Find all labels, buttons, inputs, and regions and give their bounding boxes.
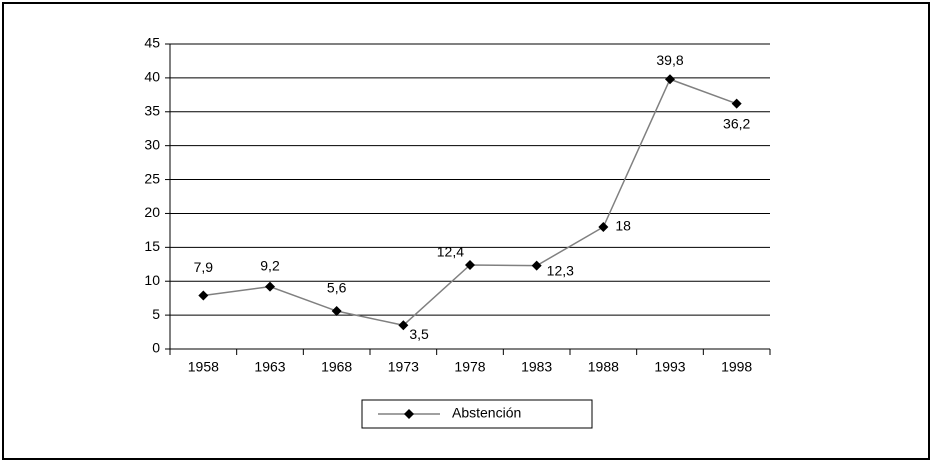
- y-tick-label: 15: [144, 238, 160, 254]
- marker: [465, 259, 475, 270]
- data-label: 18: [615, 218, 631, 234]
- x-tick-label: 1998: [721, 359, 752, 375]
- x-tick-label: 1968: [321, 359, 352, 375]
- marker: [398, 320, 409, 331]
- y-tick-label: 30: [144, 136, 160, 152]
- y-tick-label: 10: [144, 272, 160, 288]
- data-label: 7,9: [194, 259, 214, 275]
- x-tick-label: 1993: [654, 359, 685, 375]
- y-tick-label: 35: [144, 102, 160, 118]
- data-label: 5,6: [327, 280, 347, 296]
- marker: [331, 306, 342, 317]
- x-tick-label: 1963: [254, 359, 285, 375]
- marker: [731, 98, 742, 109]
- legend-box: [361, 399, 593, 429]
- y-tick-label: 25: [144, 170, 160, 186]
- series-line: [203, 78, 737, 327]
- y-tick-label: 5: [152, 306, 160, 322]
- x-tick-label: 1973: [388, 359, 419, 375]
- x-tick-label: 1983: [521, 359, 552, 375]
- y-tick-label: 20: [144, 204, 160, 220]
- data-label: 39,8: [656, 52, 683, 68]
- legend-marker: [404, 409, 414, 419]
- data-label: 12,3: [547, 262, 574, 278]
- x-tick-label: 1958: [188, 359, 219, 375]
- x-tick-label: 1988: [588, 359, 619, 375]
- data-label: 3,5: [409, 326, 429, 342]
- data-label: 12,4: [437, 244, 464, 260]
- marker: [598, 222, 609, 232]
- marker: [198, 290, 209, 301]
- y-tick-label: 0: [152, 340, 160, 356]
- y-tick-label: 40: [144, 69, 160, 85]
- data-label: 36,2: [723, 115, 750, 131]
- legend-label: Abstención: [452, 405, 521, 421]
- marker: [531, 260, 542, 271]
- x-tick-label: 1978: [454, 359, 485, 375]
- y-tick-label: 45: [144, 35, 160, 51]
- marker: [265, 281, 275, 292]
- marker: [665, 74, 675, 85]
- data-label: 9,2: [260, 257, 280, 273]
